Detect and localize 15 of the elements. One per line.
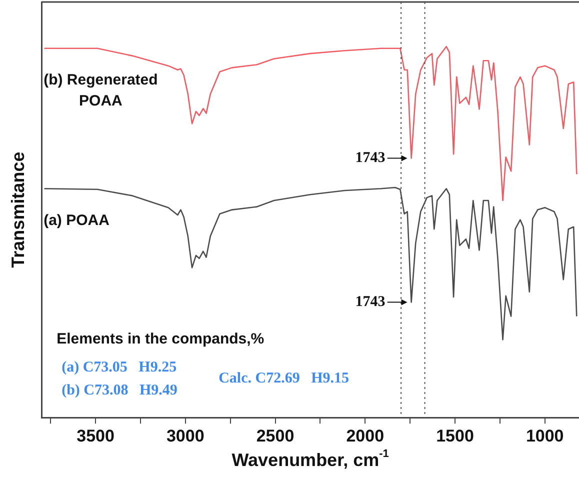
x-tick-label: 1500 bbox=[436, 426, 474, 446]
annotation: 1743 bbox=[355, 294, 386, 310]
series-label: (a) POAA bbox=[44, 212, 110, 229]
x-tick-label: 3000 bbox=[166, 426, 204, 446]
x-tick-label: 1000 bbox=[526, 426, 564, 446]
x-tick-label: 3500 bbox=[76, 426, 114, 446]
y-axis-title: Transmitance bbox=[8, 152, 28, 268]
annotation: Elements in the compands,% bbox=[56, 330, 264, 348]
x-tick-label: 2000 bbox=[346, 426, 384, 446]
annotation: 1743 bbox=[355, 150, 386, 166]
x-tick-label: 2500 bbox=[256, 426, 294, 446]
annotation: Calc. C72.69 H9.15 bbox=[218, 370, 350, 386]
annotation: (b) C73.08 H9.49 bbox=[62, 382, 178, 398]
series-label: (b) Regenerated POAA bbox=[44, 72, 158, 110]
annotation: (a) C73.05 H9.25 bbox=[62, 359, 177, 376]
